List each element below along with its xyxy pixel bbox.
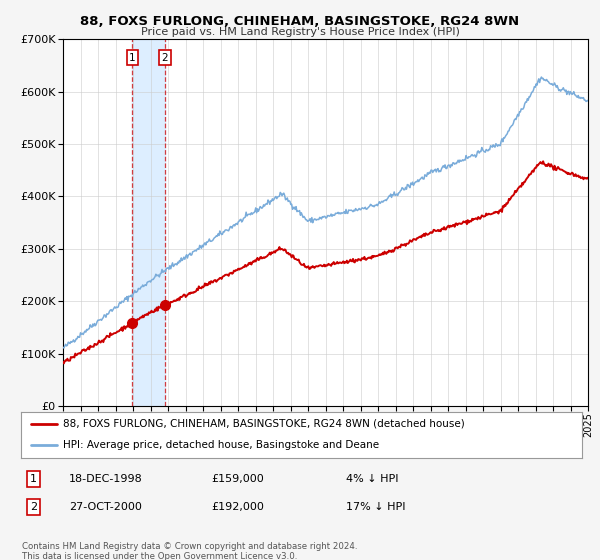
Text: 27-OCT-2000: 27-OCT-2000 — [68, 502, 142, 512]
Text: HPI: Average price, detached house, Basingstoke and Deane: HPI: Average price, detached house, Basi… — [63, 440, 379, 450]
Text: 1: 1 — [30, 474, 37, 484]
Text: 17% ↓ HPI: 17% ↓ HPI — [346, 502, 406, 512]
Text: 2: 2 — [30, 502, 37, 512]
Text: 18-DEC-1998: 18-DEC-1998 — [68, 474, 142, 484]
Text: £192,000: £192,000 — [212, 502, 265, 512]
Text: 88, FOXS FURLONG, CHINEHAM, BASINGSTOKE, RG24 8WN: 88, FOXS FURLONG, CHINEHAM, BASINGSTOKE,… — [80, 15, 520, 27]
Text: 1: 1 — [129, 53, 136, 63]
Text: Contains HM Land Registry data © Crown copyright and database right 2024.
This d: Contains HM Land Registry data © Crown c… — [22, 542, 358, 560]
Text: £159,000: £159,000 — [212, 474, 265, 484]
Text: Price paid vs. HM Land Registry's House Price Index (HPI): Price paid vs. HM Land Registry's House … — [140, 27, 460, 37]
Text: 2: 2 — [162, 53, 169, 63]
Text: 88, FOXS FURLONG, CHINEHAM, BASINGSTOKE, RG24 8WN (detached house): 88, FOXS FURLONG, CHINEHAM, BASINGSTOKE,… — [63, 419, 465, 429]
Text: 4% ↓ HPI: 4% ↓ HPI — [346, 474, 399, 484]
Bar — [133, 39, 165, 406]
